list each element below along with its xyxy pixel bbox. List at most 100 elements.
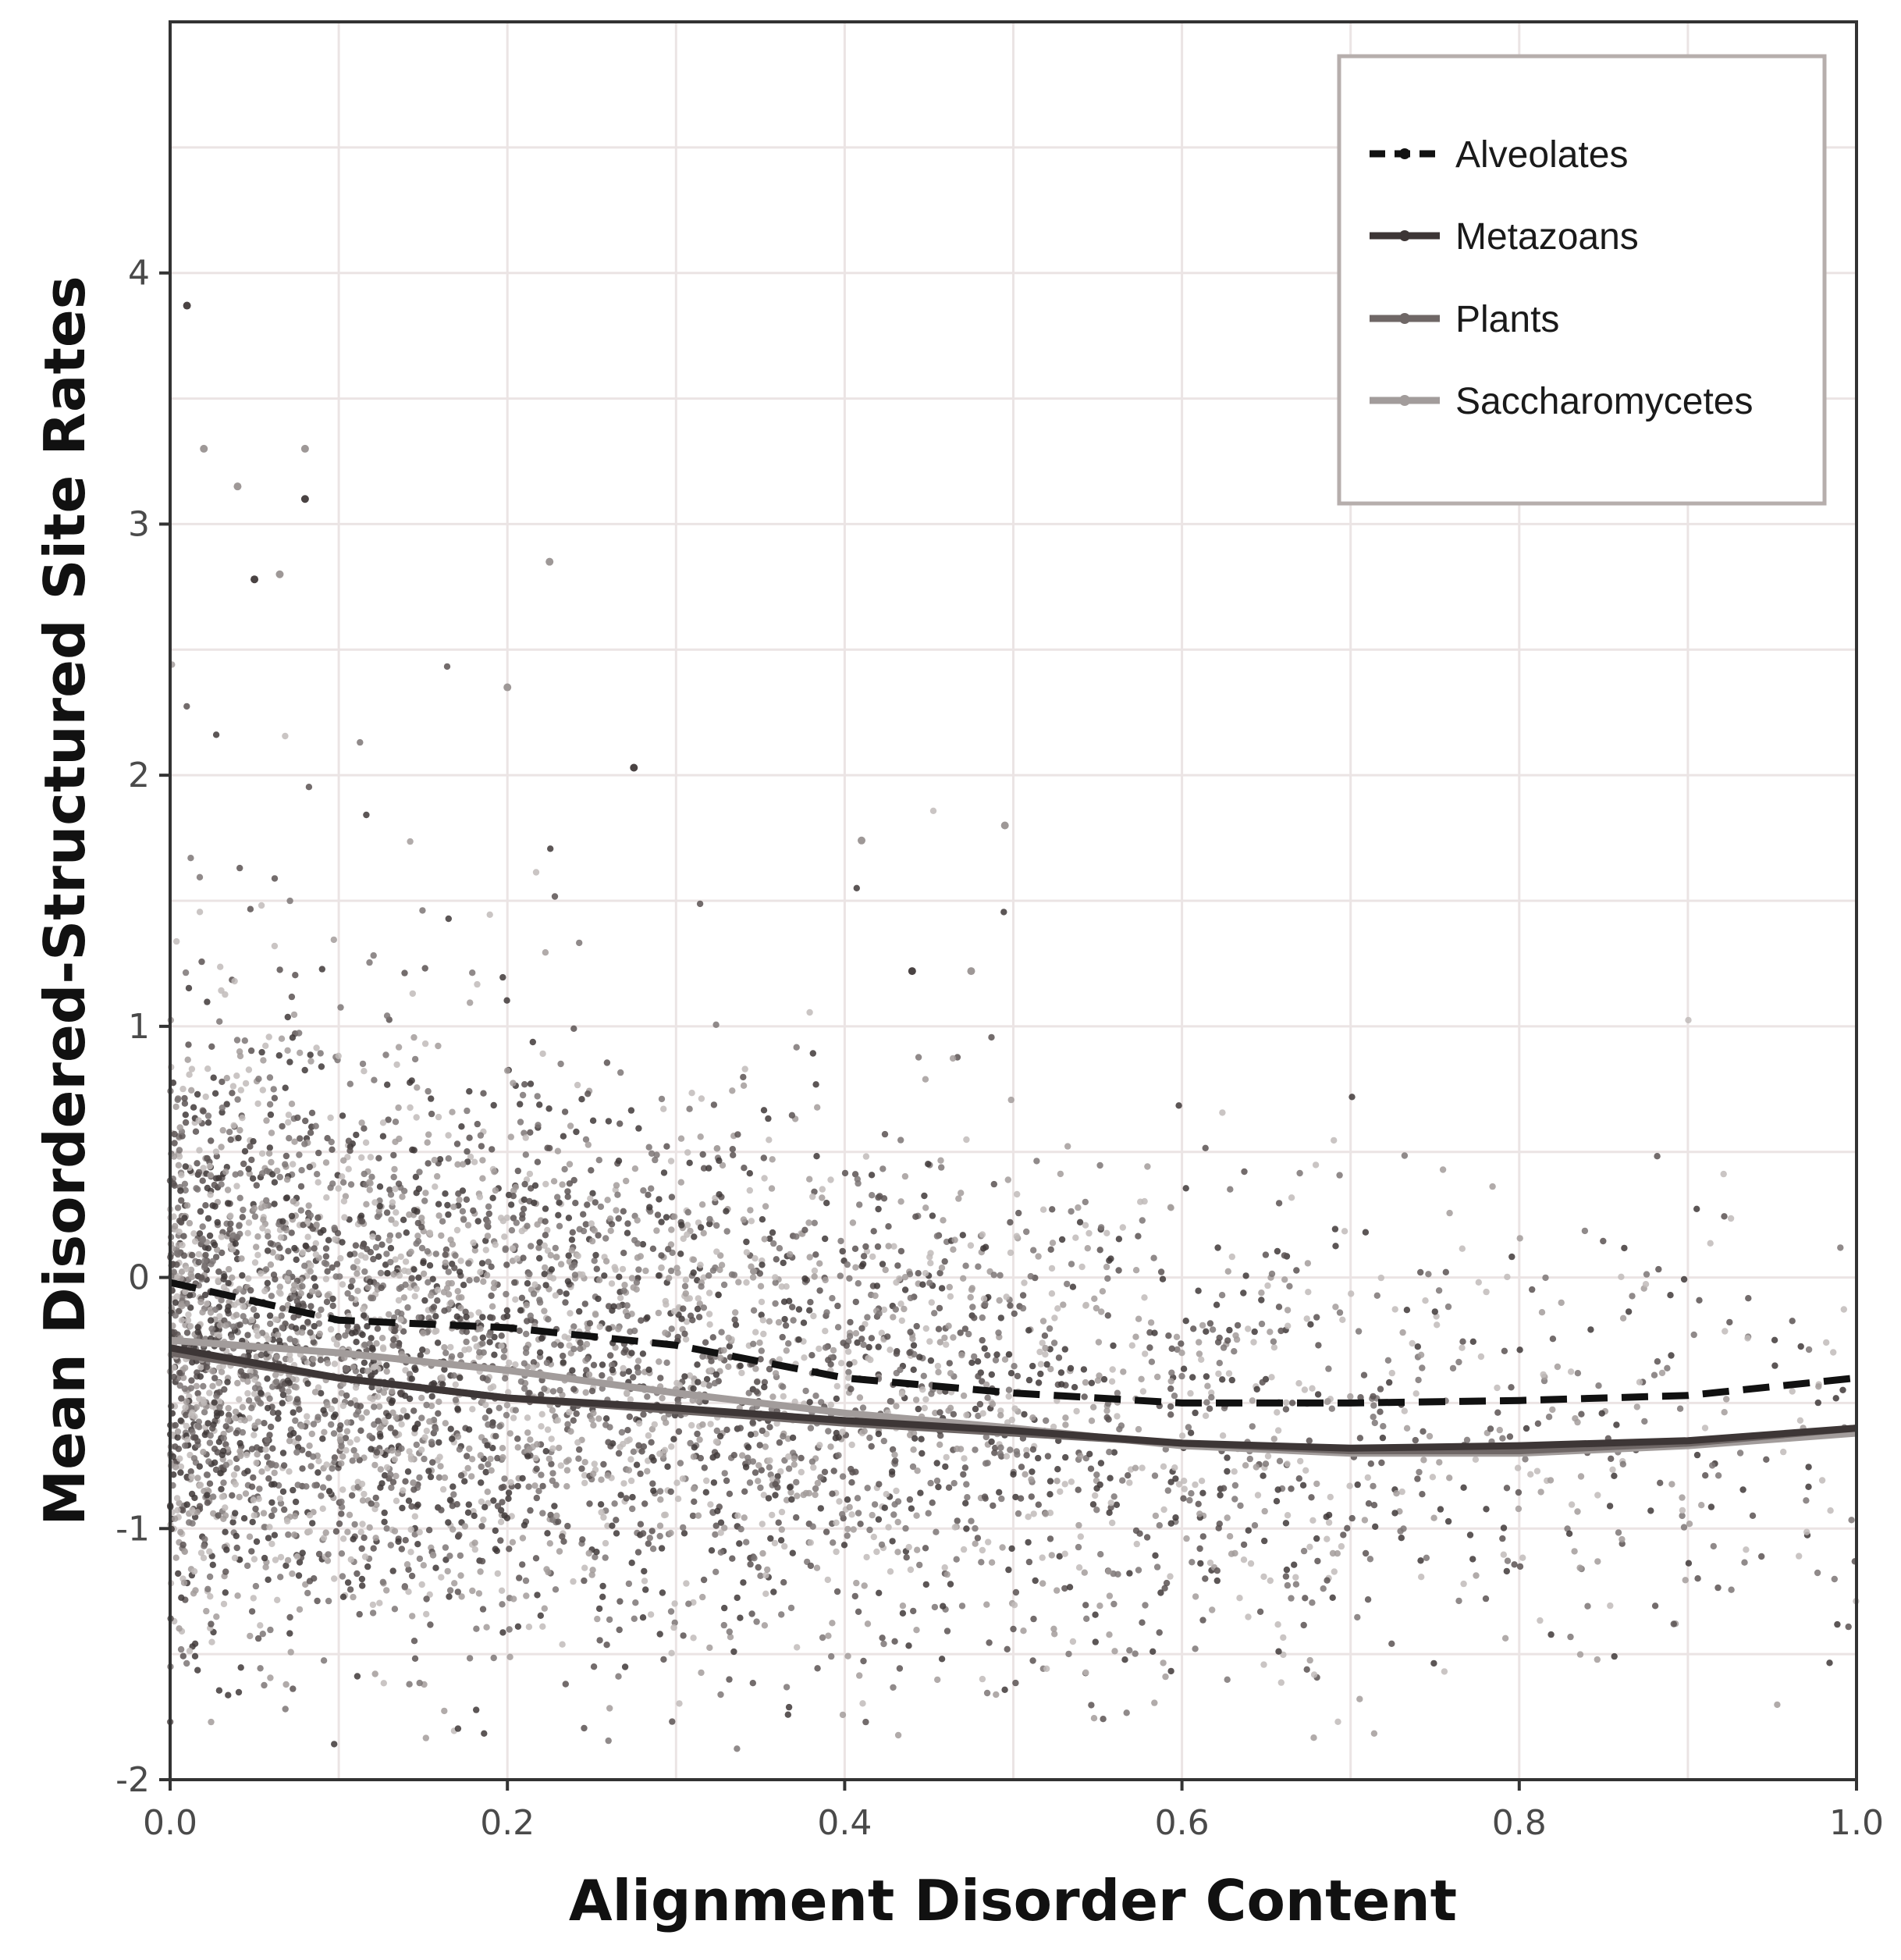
data-point bbox=[1789, 1318, 1796, 1325]
data-point bbox=[311, 1575, 318, 1582]
data-point bbox=[1219, 1432, 1227, 1439]
data-point bbox=[345, 1137, 353, 1144]
data-point bbox=[624, 1220, 631, 1227]
data-point bbox=[1206, 1320, 1214, 1327]
data-point bbox=[1097, 1551, 1104, 1558]
data-point bbox=[655, 1309, 663, 1317]
data-point bbox=[1679, 1494, 1686, 1501]
data-point bbox=[615, 1303, 623, 1310]
data-point bbox=[910, 1446, 917, 1453]
data-point bbox=[329, 1295, 336, 1303]
data-point bbox=[306, 1163, 313, 1171]
data-point bbox=[453, 1140, 461, 1147]
data-point bbox=[262, 1266, 270, 1273]
data-point bbox=[226, 1265, 233, 1273]
data-point bbox=[484, 1442, 491, 1449]
data-point bbox=[257, 1665, 264, 1672]
data-point bbox=[1504, 1273, 1511, 1281]
data-point bbox=[933, 1477, 941, 1485]
data-point bbox=[1647, 1507, 1654, 1514]
data-point bbox=[550, 1178, 558, 1185]
data-point bbox=[490, 1101, 497, 1109]
data-point bbox=[808, 1458, 816, 1465]
data-point bbox=[628, 1275, 636, 1282]
data-point bbox=[373, 1501, 380, 1509]
data-point bbox=[237, 1087, 244, 1094]
data-point bbox=[1246, 1455, 1254, 1463]
data-point bbox=[649, 1245, 657, 1253]
data-point bbox=[1107, 1499, 1114, 1506]
data-point bbox=[361, 1359, 368, 1367]
data-point bbox=[695, 1512, 702, 1519]
data-point bbox=[570, 1346, 577, 1353]
data-point bbox=[195, 1250, 202, 1258]
data-point bbox=[339, 1593, 347, 1600]
data-point bbox=[444, 1201, 451, 1209]
data-point bbox=[1083, 1615, 1090, 1622]
data-point bbox=[933, 1528, 940, 1535]
data-point bbox=[183, 1501, 190, 1508]
data-point bbox=[1003, 1293, 1010, 1300]
data-point bbox=[884, 1333, 891, 1340]
data-point bbox=[231, 977, 238, 985]
data-point bbox=[899, 1610, 907, 1617]
data-point bbox=[216, 1313, 223, 1320]
data-point bbox=[201, 1264, 208, 1271]
data-point bbox=[1068, 1261, 1075, 1268]
data-point bbox=[399, 1504, 406, 1512]
data-point bbox=[1489, 1183, 1496, 1190]
data-point bbox=[1286, 1282, 1293, 1290]
data-point bbox=[1282, 1520, 1290, 1527]
data-point bbox=[483, 1624, 490, 1631]
data-point bbox=[536, 1297, 543, 1304]
data-point bbox=[190, 1434, 197, 1441]
data-point bbox=[284, 1517, 291, 1525]
data-point bbox=[620, 1480, 627, 1487]
data-point bbox=[354, 1436, 361, 1443]
data-point bbox=[253, 1327, 260, 1334]
data-point bbox=[859, 1700, 866, 1707]
data-point bbox=[219, 1126, 226, 1134]
data-point bbox=[410, 1486, 418, 1493]
data-point bbox=[265, 1535, 272, 1542]
data-point bbox=[464, 1453, 471, 1460]
data-point bbox=[680, 1305, 687, 1312]
data-point bbox=[499, 1453, 506, 1461]
data-point bbox=[592, 1311, 599, 1318]
data-point bbox=[307, 1329, 314, 1336]
data-point bbox=[267, 1423, 275, 1431]
data-point bbox=[431, 1157, 438, 1164]
data-point bbox=[604, 1522, 611, 1530]
data-point bbox=[901, 1286, 909, 1293]
data-point bbox=[582, 1136, 590, 1144]
data-point bbox=[393, 1414, 400, 1421]
data-point bbox=[423, 1428, 430, 1435]
data-point bbox=[635, 1266, 642, 1273]
data-point bbox=[746, 1186, 753, 1194]
data-point bbox=[379, 1578, 386, 1586]
data-point bbox=[965, 1330, 972, 1338]
data-point bbox=[981, 1345, 988, 1352]
data-point bbox=[389, 1199, 396, 1206]
data-point bbox=[477, 1452, 484, 1459]
data-point bbox=[368, 1372, 375, 1379]
data-point bbox=[802, 1387, 809, 1395]
data-point bbox=[1142, 1350, 1149, 1357]
data-point bbox=[392, 1138, 399, 1146]
data-point bbox=[207, 1309, 215, 1316]
data-point bbox=[1226, 1326, 1233, 1334]
data-point bbox=[809, 1193, 816, 1201]
data-point bbox=[1062, 1421, 1069, 1428]
data-point bbox=[248, 1446, 256, 1453]
data-point bbox=[789, 1434, 797, 1442]
data-point bbox=[684, 1222, 691, 1229]
data-point bbox=[350, 1446, 357, 1454]
data-point bbox=[658, 1218, 665, 1225]
data-point bbox=[1119, 1477, 1126, 1484]
data-point bbox=[1231, 1549, 1238, 1557]
data-point bbox=[222, 1589, 229, 1596]
data-point bbox=[204, 1119, 212, 1126]
data-point bbox=[1015, 1209, 1022, 1217]
data-point bbox=[780, 1298, 788, 1305]
data-point bbox=[780, 1393, 787, 1400]
